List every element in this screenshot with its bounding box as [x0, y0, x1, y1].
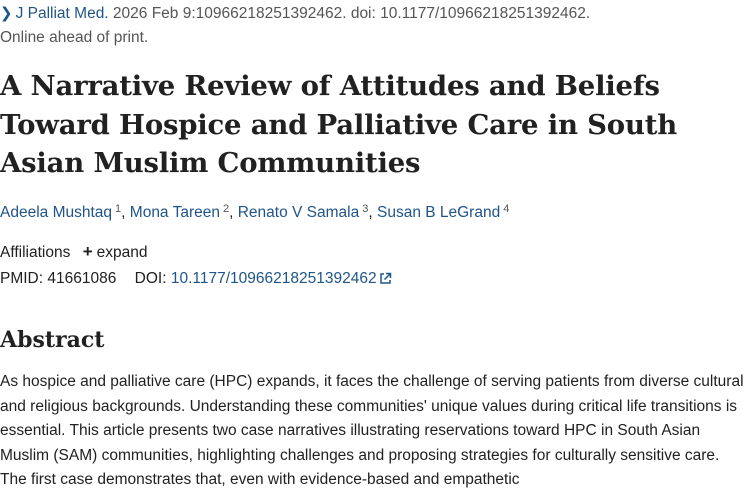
journal-link[interactable]: J Palliat Med. — [15, 5, 109, 22]
author-link[interactable]: Mona Tareen — [129, 204, 220, 221]
expand-label: expand — [96, 244, 148, 261]
author-separator: , — [368, 204, 377, 221]
author-link[interactable]: Susan B LeGrand — [376, 204, 501, 221]
doi-value: 10.1177/10966218251392462 — [170, 270, 377, 287]
chevron-right-icon[interactable]: ❯ — [0, 5, 13, 22]
author-affiliation-ref[interactable]: 4 — [503, 203, 510, 215]
author-affiliation-ref[interactable]: 3 — [362, 203, 369, 215]
pmid-label: PMID: — [0, 270, 44, 287]
author-link[interactable]: Renato V Samala — [237, 204, 360, 221]
external-link-icon — [379, 272, 392, 290]
author-list: Adeela Mushtaq 1, Mona Tareen 2, Renato V … — [0, 203, 509, 222]
citation-details: 2026 Feb 9:10966218251392462. doi: 10.11… — [108, 5, 591, 22]
author-separator: , — [121, 204, 130, 221]
doi-label: DOI: — [134, 270, 167, 287]
author-affiliation-ref[interactable]: 2 — [222, 203, 230, 215]
expand-affiliations-button[interactable]: + expand — [82, 242, 148, 261]
affiliations-label: Affiliations — [0, 244, 71, 261]
citation-line: ❯ J Palliat Med. 2026 Feb 9:1096621825139… — [0, 4, 590, 23]
author-separator: , — [229, 204, 238, 221]
author-link[interactable]: Adeela Mushtaq — [0, 204, 113, 221]
publication-status: Online ahead of print. — [0, 29, 149, 46]
abstract-heading: Abstract — [0, 327, 105, 353]
author-affiliation-ref[interactable]: 1 — [115, 203, 122, 215]
doi-link[interactable]: 10.1177/10966218251392462 — [171, 270, 392, 287]
affiliations-row: Affiliations + expand — [0, 242, 147, 262]
identifiers-row: PMID: 41661086 DOI: 10.1177/109662182513… — [0, 270, 392, 290]
pmid-value: 41661086 — [47, 270, 117, 287]
article-title: A Narrative Review of Attitudes and Beli… — [0, 70, 678, 179]
plus-icon: + — [82, 242, 93, 261]
abstract-text: As hospice and palliative care (HPC) exp… — [0, 373, 744, 488]
